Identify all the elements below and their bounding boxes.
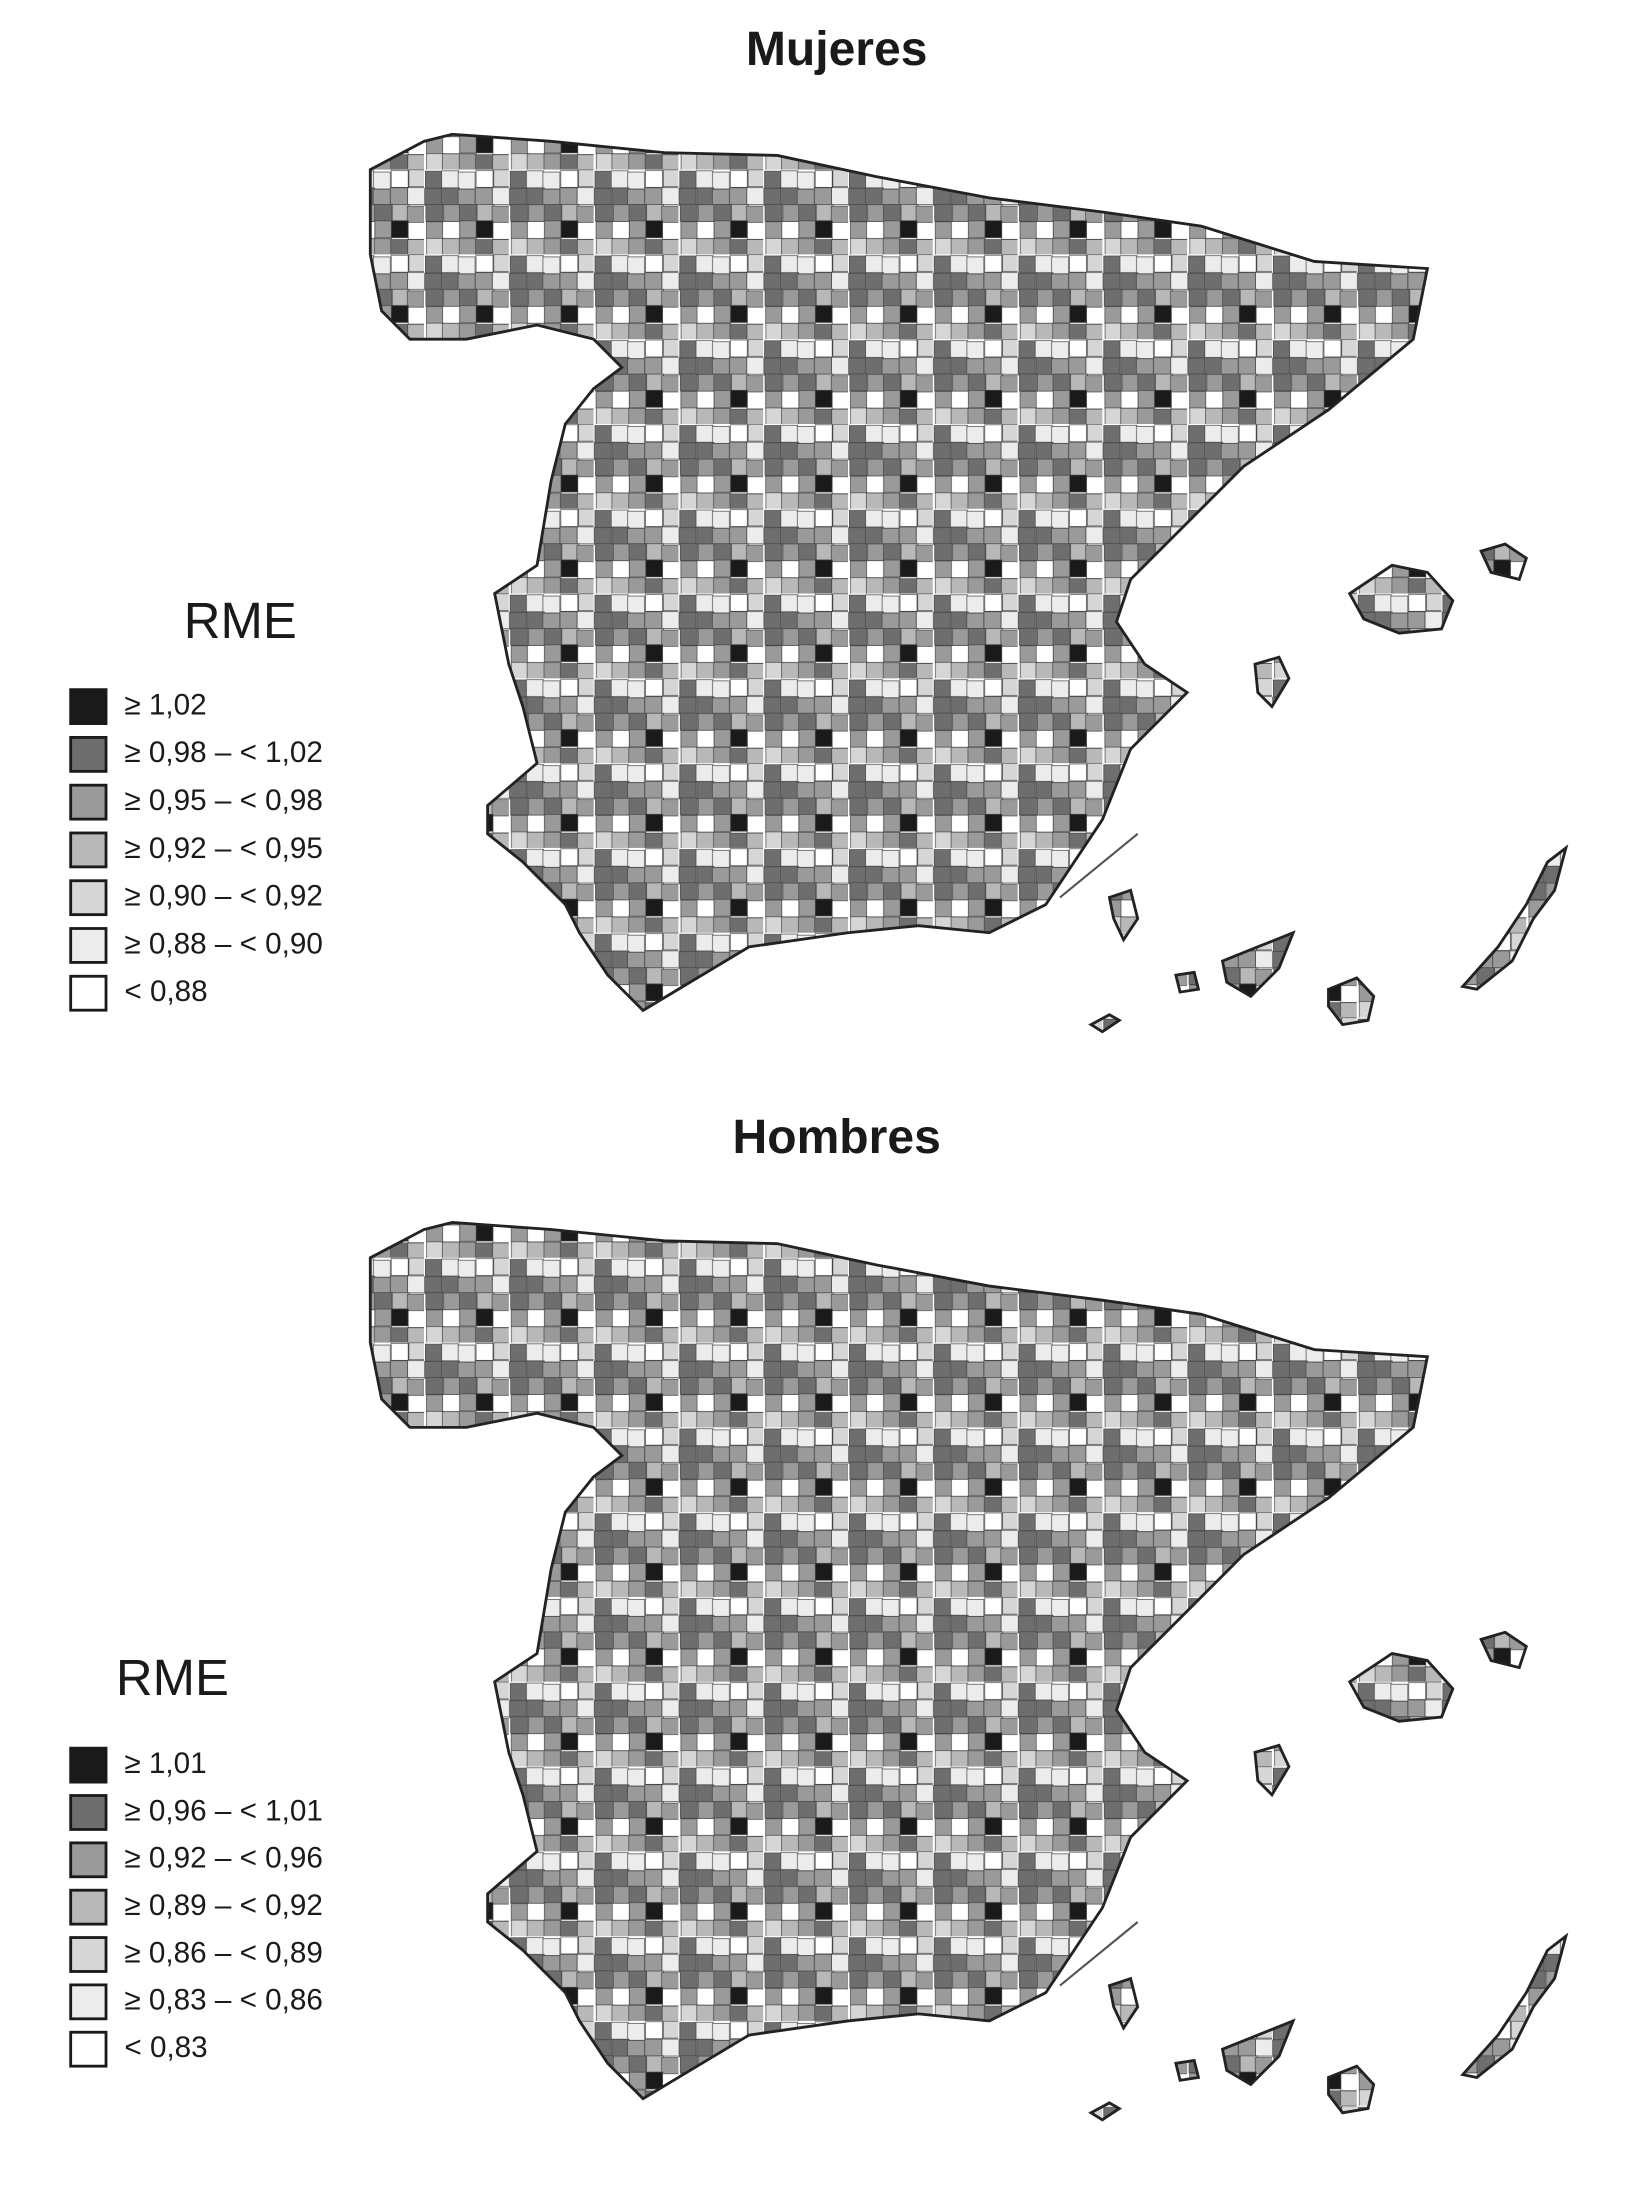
legend-swatch	[69, 736, 108, 773]
legend-label: < 0,83	[124, 2031, 207, 2064]
map-panel: Hombres RME ≥ 1,01 ≥ 0,96 – < 1,01 ≥ 0,92 – …	[69, 1111, 1568, 2122]
legend-title: RME	[184, 592, 297, 649]
legend-swatch	[69, 783, 108, 821]
legend-label: < 0,88	[124, 975, 207, 1008]
legend-swatch	[69, 974, 108, 1012]
legend-swatch	[69, 879, 108, 917]
legend-swatch	[69, 2030, 108, 2068]
legend-swatch	[69, 688, 108, 725]
legend-label: ≥ 0,92 – < 0,95	[124, 832, 322, 865]
map	[368, 132, 1568, 1034]
legend-swatch	[69, 1841, 108, 1879]
maps: Mujeres RME ≥ 1,02 ≥ 0,98 – < 1,02 ≥ 0,95 – …	[69, 23, 1568, 2122]
legend-title: RME	[116, 1649, 229, 1706]
legend-swatch	[69, 1983, 108, 2021]
map-title: Mujeres	[746, 23, 928, 76]
legend-label: ≥ 0,95 – < 0,98	[124, 784, 322, 817]
map-panel: Mujeres RME ≥ 1,02 ≥ 0,98 – < 1,02 ≥ 0,95 – …	[69, 23, 1568, 1034]
legend-label: ≥ 1,02	[124, 688, 206, 721]
legend-label: ≥ 0,90 – < 0,92	[124, 880, 322, 913]
legend-label: ≥ 0,83 – < 0,86	[124, 1984, 322, 2017]
legend-label: ≥ 0,92 – < 0,96	[124, 1842, 322, 1875]
legend-label: ≥ 0,89 – < 0,92	[124, 1889, 322, 1922]
legend-swatch	[69, 831, 108, 869]
legend-swatch	[69, 1888, 108, 1926]
legend-swatch	[69, 1936, 108, 1973]
legend-label: ≥ 0,96 – < 1,01	[124, 1794, 322, 1827]
legend-swatch	[69, 1794, 108, 1831]
legend-label: ≥ 0,86 – < 0,89	[124, 1936, 322, 1969]
legend-label: ≥ 0,88 – < 0,90	[124, 927, 322, 960]
map-title: Hombres	[733, 1111, 941, 1164]
legend-label: ≥ 0,98 – < 1,02	[124, 736, 322, 769]
map	[368, 1221, 1568, 2122]
legend-swatch	[69, 1746, 108, 1784]
legend-swatch	[69, 927, 108, 964]
legend-label: ≥ 1,01	[124, 1747, 206, 1780]
